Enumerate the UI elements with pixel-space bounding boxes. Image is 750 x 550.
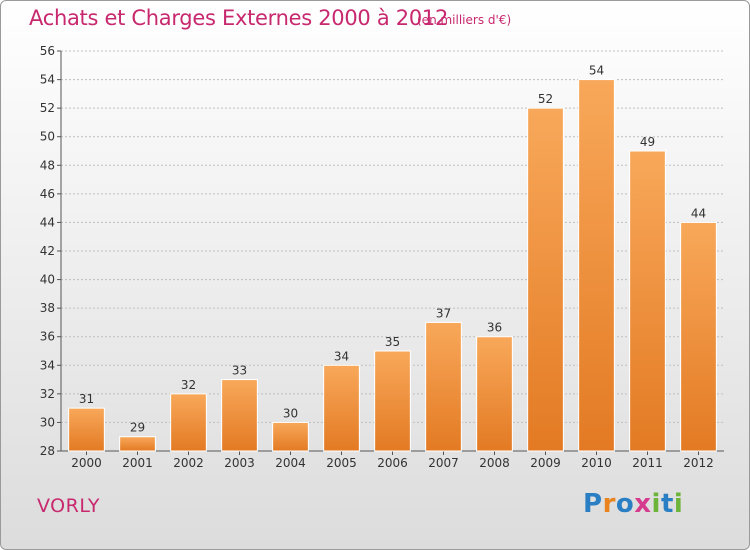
x-tick-label: 2003 — [224, 456, 255, 470]
logo-letter: P — [583, 489, 603, 519]
x-tick-label: 2012 — [683, 456, 714, 470]
bar — [272, 421, 309, 452]
y-tick-label: 42 — [40, 244, 55, 258]
bar — [527, 107, 564, 452]
y-tick-label: 44 — [40, 215, 55, 229]
x-tick-label: 2004 — [275, 456, 306, 470]
y-tick-label: 32 — [40, 387, 55, 401]
bar — [170, 393, 207, 452]
y-tick-label: 46 — [40, 187, 55, 201]
bar-value-label: 36 — [487, 321, 502, 335]
x-tick-label: 2011 — [632, 456, 663, 470]
bar-value-label: 52 — [538, 92, 553, 106]
chart-subtitle: (en milliers d'€) — [417, 13, 512, 27]
bar — [119, 436, 156, 452]
y-tick-label: 48 — [40, 158, 55, 172]
logo-letter: r — [602, 489, 616, 519]
bar — [221, 379, 258, 452]
proxiti-logo: Proxiti — [583, 489, 683, 519]
bar — [374, 350, 411, 452]
x-tick-label: 2007 — [428, 456, 459, 470]
bar-value-label: 54 — [589, 64, 604, 78]
y-tick-label: 40 — [40, 273, 55, 287]
x-tick-label: 2006 — [377, 456, 408, 470]
bar — [68, 407, 105, 452]
x-tick-label: 2005 — [326, 456, 357, 470]
y-tick-label: 34 — [40, 358, 55, 372]
bar — [323, 364, 360, 452]
y-tick-label: 38 — [40, 301, 55, 315]
bar — [629, 150, 666, 452]
chart-title: Achats et Charges Externes 2000 à 2012 — [29, 6, 449, 30]
logo-letter: x — [634, 489, 652, 519]
logo-letter: t — [660, 489, 674, 519]
bar — [680, 221, 717, 452]
x-tick-label: 2000 — [71, 456, 102, 470]
y-tick-label: 36 — [40, 330, 55, 344]
bar — [578, 79, 615, 452]
bar-value-label: 49 — [640, 135, 655, 149]
bars — [68, 79, 717, 452]
x-tick-label: 2001 — [122, 456, 153, 470]
y-tick-label: 28 — [40, 444, 55, 458]
bar-value-label: 31 — [79, 392, 94, 406]
bar-value-label: 37 — [436, 306, 451, 320]
x-tick-label: 2010 — [581, 456, 612, 470]
logo-letter: i — [673, 489, 684, 519]
bar-value-label: 35 — [385, 335, 400, 349]
bar — [425, 321, 462, 452]
bar — [476, 336, 513, 452]
logo-letter: o — [615, 489, 635, 519]
x-tick-label: 2002 — [173, 456, 204, 470]
y-tick-label: 50 — [40, 130, 55, 144]
bar-value-label: 29 — [130, 421, 145, 435]
y-tick-label: 56 — [40, 44, 55, 58]
logo-letter: i — [651, 489, 661, 519]
y-tick-label: 30 — [40, 415, 55, 429]
bar-value-label: 30 — [283, 406, 298, 420]
y-tick-label: 54 — [40, 73, 55, 87]
bar-value-label: 44 — [691, 206, 706, 220]
bar-value-label: 34 — [334, 349, 349, 363]
x-tick-label: 2008 — [479, 456, 510, 470]
x-tick-label: 2009 — [530, 456, 561, 470]
bar-value-label: 32 — [181, 378, 196, 392]
labels: 28 30 32 34 36 38 40 42 44 46 48 50 52 54 56 31 2000 29 20… — [40, 44, 714, 470]
bar-value-label: 33 — [232, 364, 247, 378]
y-tick-label: 52 — [40, 101, 55, 115]
commune-name: VORLY — [37, 495, 100, 517]
